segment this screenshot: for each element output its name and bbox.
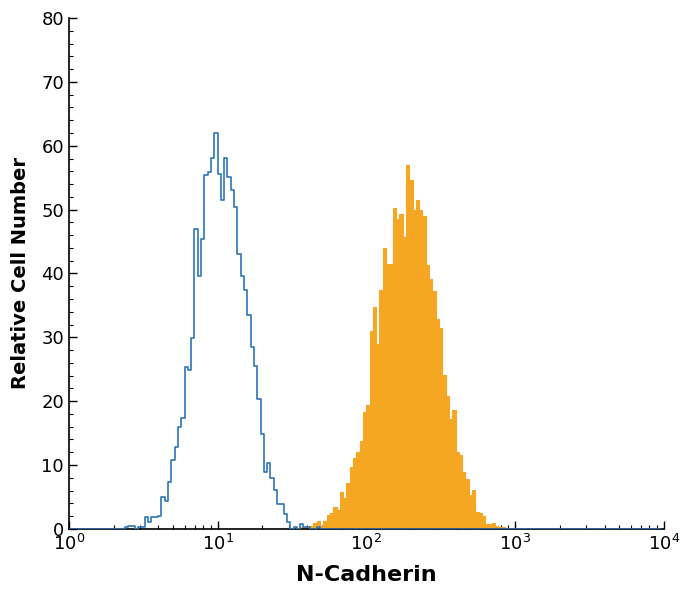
Y-axis label: Relative Cell Number: Relative Cell Number [11, 157, 30, 389]
X-axis label: N-Cadherin: N-Cadherin [296, 565, 437, 585]
